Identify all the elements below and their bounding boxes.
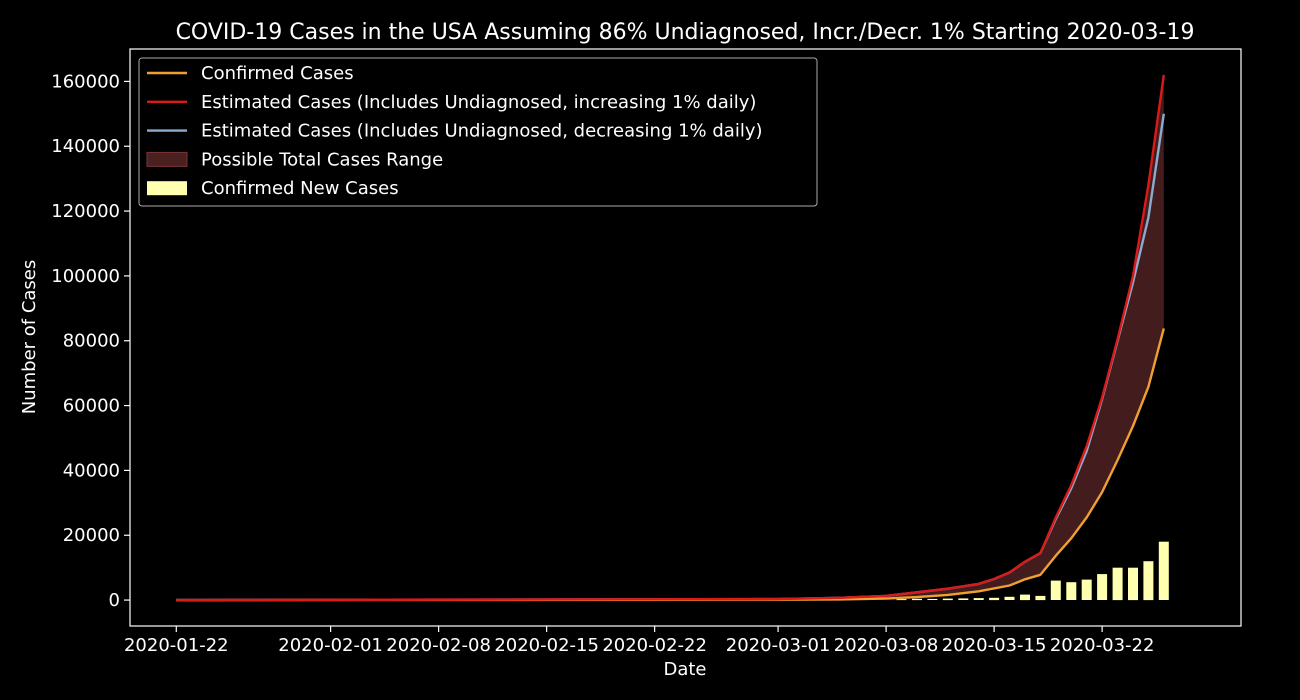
- axes-frame: [129, 48, 1242, 627]
- legend-label: Confirmed New Cases: [201, 178, 399, 199]
- x-tick-label: 2020-02-15: [494, 635, 599, 656]
- y-axis-ticks: 0 20000 40000 60000 80000 100000 120000 140000 1…: [51, 71, 130, 611]
- x-axis-label: Date: [663, 659, 706, 680]
- y-tick-label: 20000: [63, 525, 120, 546]
- y-tick-label: 80000: [63, 331, 120, 352]
- new-cases-bar: [1128, 567, 1138, 601]
- new-cases-bar: [1097, 574, 1108, 600]
- y-tick-label: 40000: [63, 460, 120, 481]
- new-cases-bar: [912, 598, 922, 601]
- plot-area: [176, 74, 1169, 602]
- x-tick-label: 2020-03-01: [726, 635, 831, 656]
- legend-label: Estimated Cases (Includes Undiagnosed, d…: [201, 121, 763, 142]
- estimated-increasing-line: [176, 74, 1165, 602]
- new-cases-bar: [1112, 567, 1123, 601]
- y-tick-label: 160000: [51, 71, 120, 92]
- new-cases-bar: [1081, 579, 1092, 600]
- x-tick-label: 2020-02-22: [602, 635, 707, 656]
- new-cases-bar: [1050, 580, 1061, 600]
- new-cases-bar: [896, 599, 907, 601]
- legend: Confirmed Cases Estimated Cases (Includes…: [138, 57, 818, 207]
- x-tick-label: 2020-01-22: [124, 635, 229, 656]
- chart-title: COVID-19 Cases in the USA Assuming 86% U…: [176, 20, 1195, 45]
- legend-label: Confirmed Cases: [201, 63, 354, 84]
- x-tick-label: 2020-03-22: [1050, 635, 1155, 656]
- y-tick-label: 100000: [51, 266, 120, 287]
- new-cases-bar: [1004, 596, 1015, 600]
- legend-label: Estimated Cases (Includes Undiagnosed, i…: [201, 92, 756, 113]
- new-cases-bar: [927, 598, 938, 600]
- legend-label: Possible Total Cases Range: [201, 149, 443, 170]
- x-tick-label: 2020-03-15: [942, 635, 1047, 656]
- x-tick-label: 2020-03-08: [834, 635, 939, 656]
- new-cases-bar: [1158, 541, 1169, 600]
- x-axis-ticks: 2020-01-22 2020-02-01 2020-02-08 2020-02-15…: [124, 626, 1154, 656]
- x-tick-label: 2020-02-08: [386, 635, 491, 656]
- legend-box: [138, 57, 818, 207]
- y-tick-label: 0: [109, 590, 120, 611]
- y-tick-label: 120000: [51, 201, 120, 222]
- new-cases-bar: [1066, 582, 1077, 600]
- confirmed-cases-line: [176, 328, 1165, 602]
- y-tick-label: 140000: [51, 136, 120, 157]
- x-tick-label: 2020-02-01: [278, 635, 383, 656]
- y-tick-label: 60000: [63, 396, 120, 417]
- new-cases-bar: [989, 597, 1000, 601]
- new-cases-bar: [942, 598, 953, 601]
- legend-fill-swatch: [146, 151, 188, 167]
- new-cases-bar: [958, 598, 969, 600]
- y-axis-label: Number of Cases: [19, 260, 40, 415]
- new-cases-bar: [973, 598, 984, 600]
- new-cases-bar: [1035, 595, 1046, 601]
- new-cases-bar: [1143, 561, 1154, 601]
- legend-bar-swatch: [147, 181, 187, 196]
- new-cases-bar: [1020, 594, 1030, 601]
